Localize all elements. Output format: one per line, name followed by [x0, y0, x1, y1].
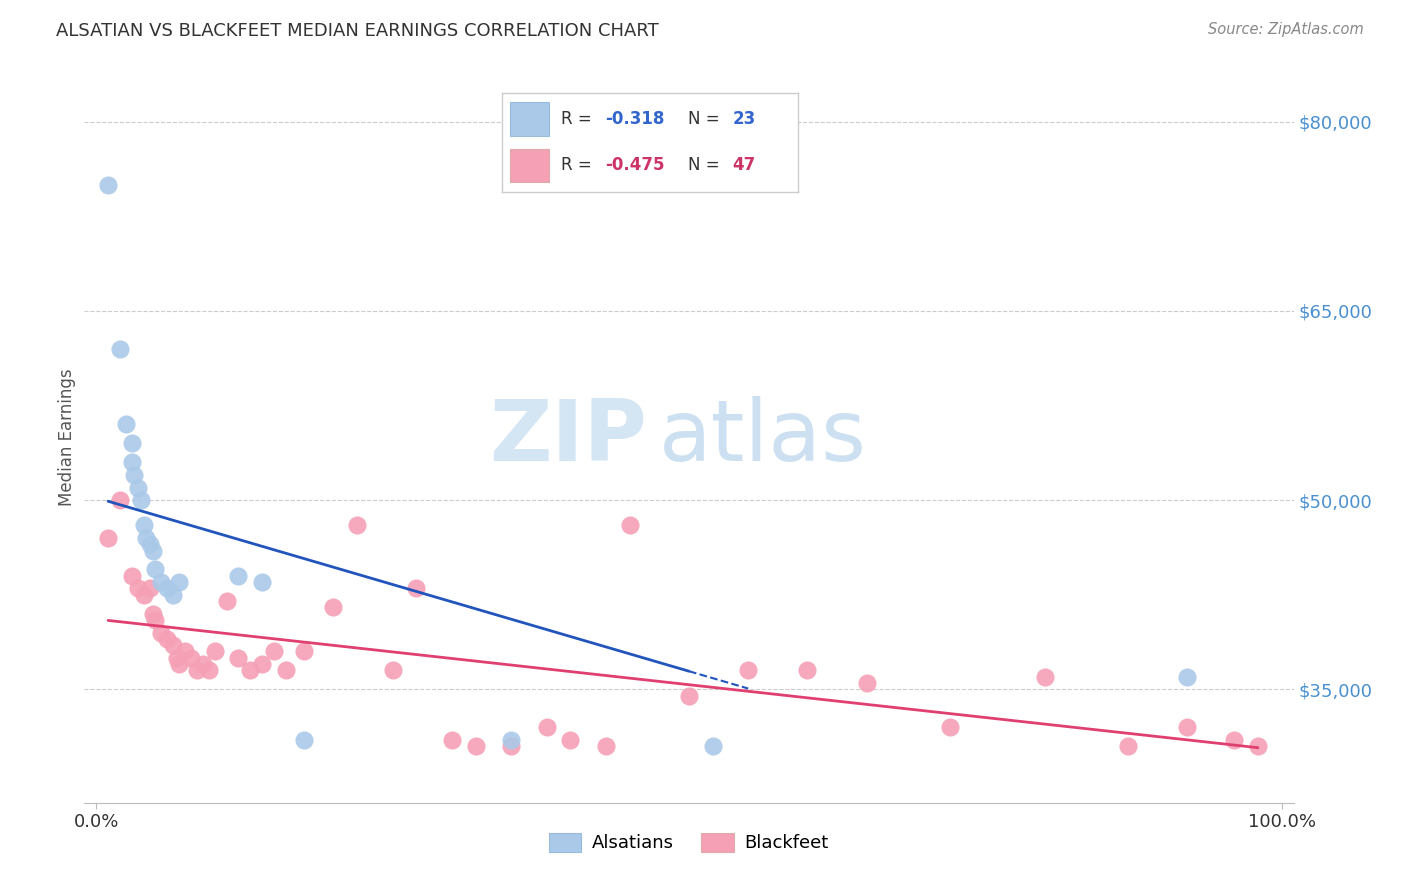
Point — [198, 664, 221, 678]
Point — [174, 644, 197, 658]
Point — [381, 664, 404, 678]
Point — [162, 588, 184, 602]
Point — [228, 569, 250, 583]
Point — [737, 664, 759, 678]
Point — [142, 607, 165, 621]
Point — [938, 720, 960, 734]
Point — [405, 582, 427, 596]
Point — [167, 575, 190, 590]
Text: atlas: atlas — [659, 395, 866, 479]
Point — [292, 732, 315, 747]
Point — [138, 582, 160, 596]
Point — [292, 644, 315, 658]
Point — [204, 644, 226, 658]
Point — [167, 657, 190, 671]
Point — [1116, 739, 1139, 753]
Point — [346, 518, 368, 533]
Point — [250, 575, 273, 590]
Point — [145, 613, 167, 627]
Point — [464, 739, 486, 753]
Point — [108, 493, 131, 508]
Point — [97, 178, 120, 192]
Point — [1175, 720, 1198, 734]
Point — [1175, 670, 1198, 684]
Point — [191, 657, 214, 671]
Point — [855, 676, 877, 690]
Point — [1223, 732, 1246, 747]
Point — [127, 582, 149, 596]
Point — [121, 569, 143, 583]
Y-axis label: Median Earnings: Median Earnings — [58, 368, 76, 506]
Point — [108, 342, 131, 356]
Point — [678, 689, 700, 703]
Point — [121, 436, 143, 450]
Point — [162, 638, 184, 652]
Point — [536, 720, 558, 734]
Point — [138, 537, 160, 551]
Point — [263, 644, 285, 658]
Point — [501, 739, 523, 753]
Point — [215, 594, 238, 608]
Point — [619, 518, 641, 533]
Point — [129, 493, 152, 508]
Point — [142, 543, 165, 558]
Point — [132, 518, 155, 533]
Text: Source: ZipAtlas.com: Source: ZipAtlas.com — [1208, 22, 1364, 37]
Point — [1033, 670, 1056, 684]
Legend: Alsatians, Blackfeet: Alsatians, Blackfeet — [541, 826, 837, 860]
Text: ALSATIAN VS BLACKFEET MEDIAN EARNINGS CORRELATION CHART: ALSATIAN VS BLACKFEET MEDIAN EARNINGS CO… — [56, 22, 659, 40]
Point — [322, 600, 344, 615]
Point — [186, 664, 208, 678]
Point — [702, 739, 724, 753]
Point — [560, 732, 582, 747]
Point — [135, 531, 157, 545]
Point — [166, 650, 188, 665]
Point — [274, 664, 297, 678]
Point — [145, 562, 167, 576]
Point — [228, 650, 250, 665]
Point — [132, 588, 155, 602]
Point — [250, 657, 273, 671]
Text: ZIP: ZIP — [489, 395, 647, 479]
Point — [796, 664, 818, 678]
Point — [239, 664, 262, 678]
Point — [180, 650, 202, 665]
Point — [127, 481, 149, 495]
Point — [115, 417, 138, 432]
Point — [156, 582, 179, 596]
Point — [150, 625, 173, 640]
Point — [501, 732, 523, 747]
Point — [150, 575, 173, 590]
Point — [156, 632, 179, 646]
Point — [122, 467, 145, 482]
Point — [595, 739, 617, 753]
Point — [1247, 739, 1270, 753]
Point — [121, 455, 143, 469]
Point — [440, 732, 463, 747]
Point — [97, 531, 120, 545]
